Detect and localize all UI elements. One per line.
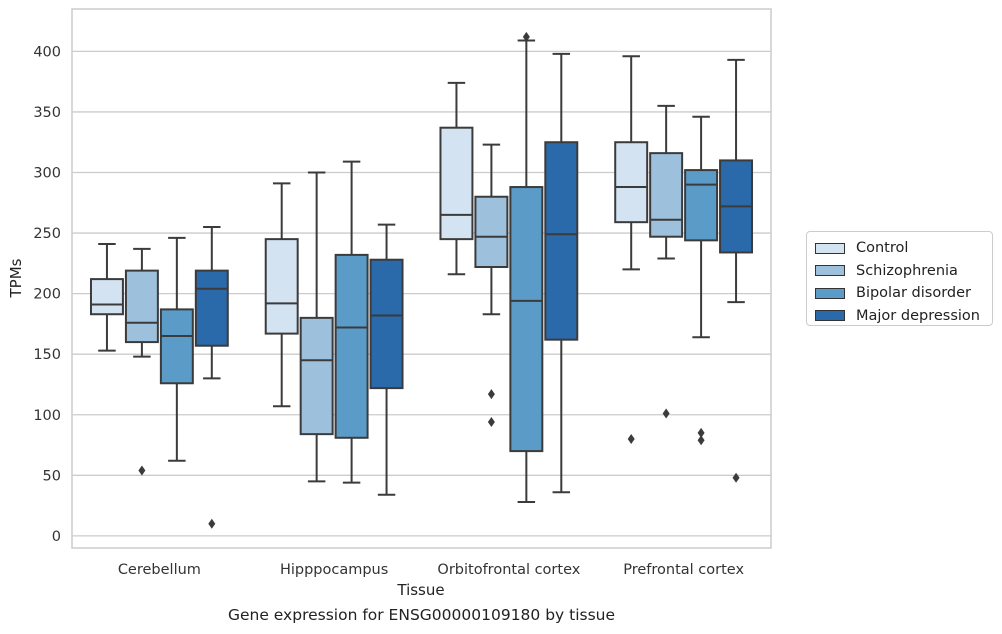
box-major-depression (369, 223, 404, 496)
box-iqr (334, 253, 369, 439)
y-tick-label: 150 (33, 347, 61, 363)
legend-swatch (815, 310, 845, 322)
box-iqr (614, 141, 649, 224)
legend-label: Major depression (856, 307, 980, 324)
x-tick-label: Cerebellum (118, 562, 201, 578)
y-tick-label: 50 (43, 468, 61, 484)
box-iqr (439, 126, 474, 241)
y-axis-label: TPMs (7, 258, 25, 298)
y-tick-label: 400 (33, 44, 61, 60)
legend-swatch (815, 265, 845, 277)
x-tick-label: Hipppocampus (280, 562, 388, 578)
outlier-point (627, 433, 635, 444)
legend-swatch (815, 287, 845, 299)
box-iqr (124, 269, 159, 344)
outlier-point (487, 417, 495, 428)
outlier-point (697, 427, 705, 438)
box-bipolar-disorder (684, 115, 719, 446)
outlier-point (522, 31, 530, 42)
outlier-point (697, 435, 705, 446)
box-bipolar-disorder (159, 236, 194, 462)
x-axis-label: Tissue (396, 581, 444, 599)
legend-item-control: Control (815, 237, 992, 260)
legend-label: Control (856, 240, 909, 257)
outlier-point (208, 518, 216, 529)
box-iqr (649, 152, 684, 238)
legend-item-major-depression: Major depression (815, 305, 992, 328)
box-schizophrenia (649, 104, 684, 419)
x-tick-label: Prefrontal cortex (623, 562, 744, 578)
outlier-point (138, 465, 146, 476)
box-bipolar-disorder (334, 160, 369, 484)
legend-label: Bipolar disorder (856, 285, 971, 302)
legend-swatch (815, 242, 845, 254)
x-tick-labels: Cerebellum Hipppocampus Orbitofrontal cort… (118, 562, 745, 578)
box-iqr (194, 269, 229, 347)
box-schizophrenia (124, 247, 159, 476)
box-iqr (89, 278, 124, 316)
box-iqr (544, 141, 579, 341)
y-tick-label: 200 (33, 287, 61, 303)
y-tick-labels: 0 50 100 150 200 250 300 350 400 (33, 44, 61, 544)
legend-item-schizophrenia: Schizophrenia (815, 260, 992, 283)
x-tick-label: Orbitofrontal cortex (437, 562, 580, 578)
legend-label: Schizophrenia (856, 262, 958, 279)
legend: Control Schizophrenia Bipolar disorder Majo… (806, 231, 993, 326)
box-iqr (299, 316, 334, 436)
box-iqr (474, 195, 509, 268)
chart-caption: Gene expression for ENSG00000109180 by t… (227, 606, 616, 624)
box-major-depression (544, 52, 579, 494)
y-tick-label: 0 (52, 529, 61, 545)
box-control (264, 182, 299, 408)
box-iqr (684, 169, 719, 242)
box-control (89, 242, 124, 352)
box-iqr (264, 238, 299, 335)
y-tick-label: 100 (33, 408, 61, 424)
outlier-point (732, 472, 740, 483)
y-tick-label: 350 (33, 105, 61, 121)
box-control (439, 81, 474, 276)
box-iqr (509, 186, 544, 453)
boxes (89, 31, 754, 529)
box-major-depression (194, 226, 229, 529)
box-control (614, 55, 649, 444)
box-iqr (159, 308, 194, 385)
outlier-point (662, 408, 670, 419)
box-schizophrenia (474, 143, 509, 428)
box-iqr (369, 258, 404, 390)
y-tick-label: 300 (33, 166, 61, 182)
box-bipolar-disorder (509, 31, 544, 503)
legend-item-bipolar-disorder: Bipolar disorder (815, 282, 992, 305)
plot-area-frame (71, 8, 772, 549)
y-tick-label: 250 (33, 226, 61, 242)
box-major-depression (719, 58, 754, 483)
outlier-point (487, 389, 495, 400)
box-schizophrenia (299, 171, 334, 483)
